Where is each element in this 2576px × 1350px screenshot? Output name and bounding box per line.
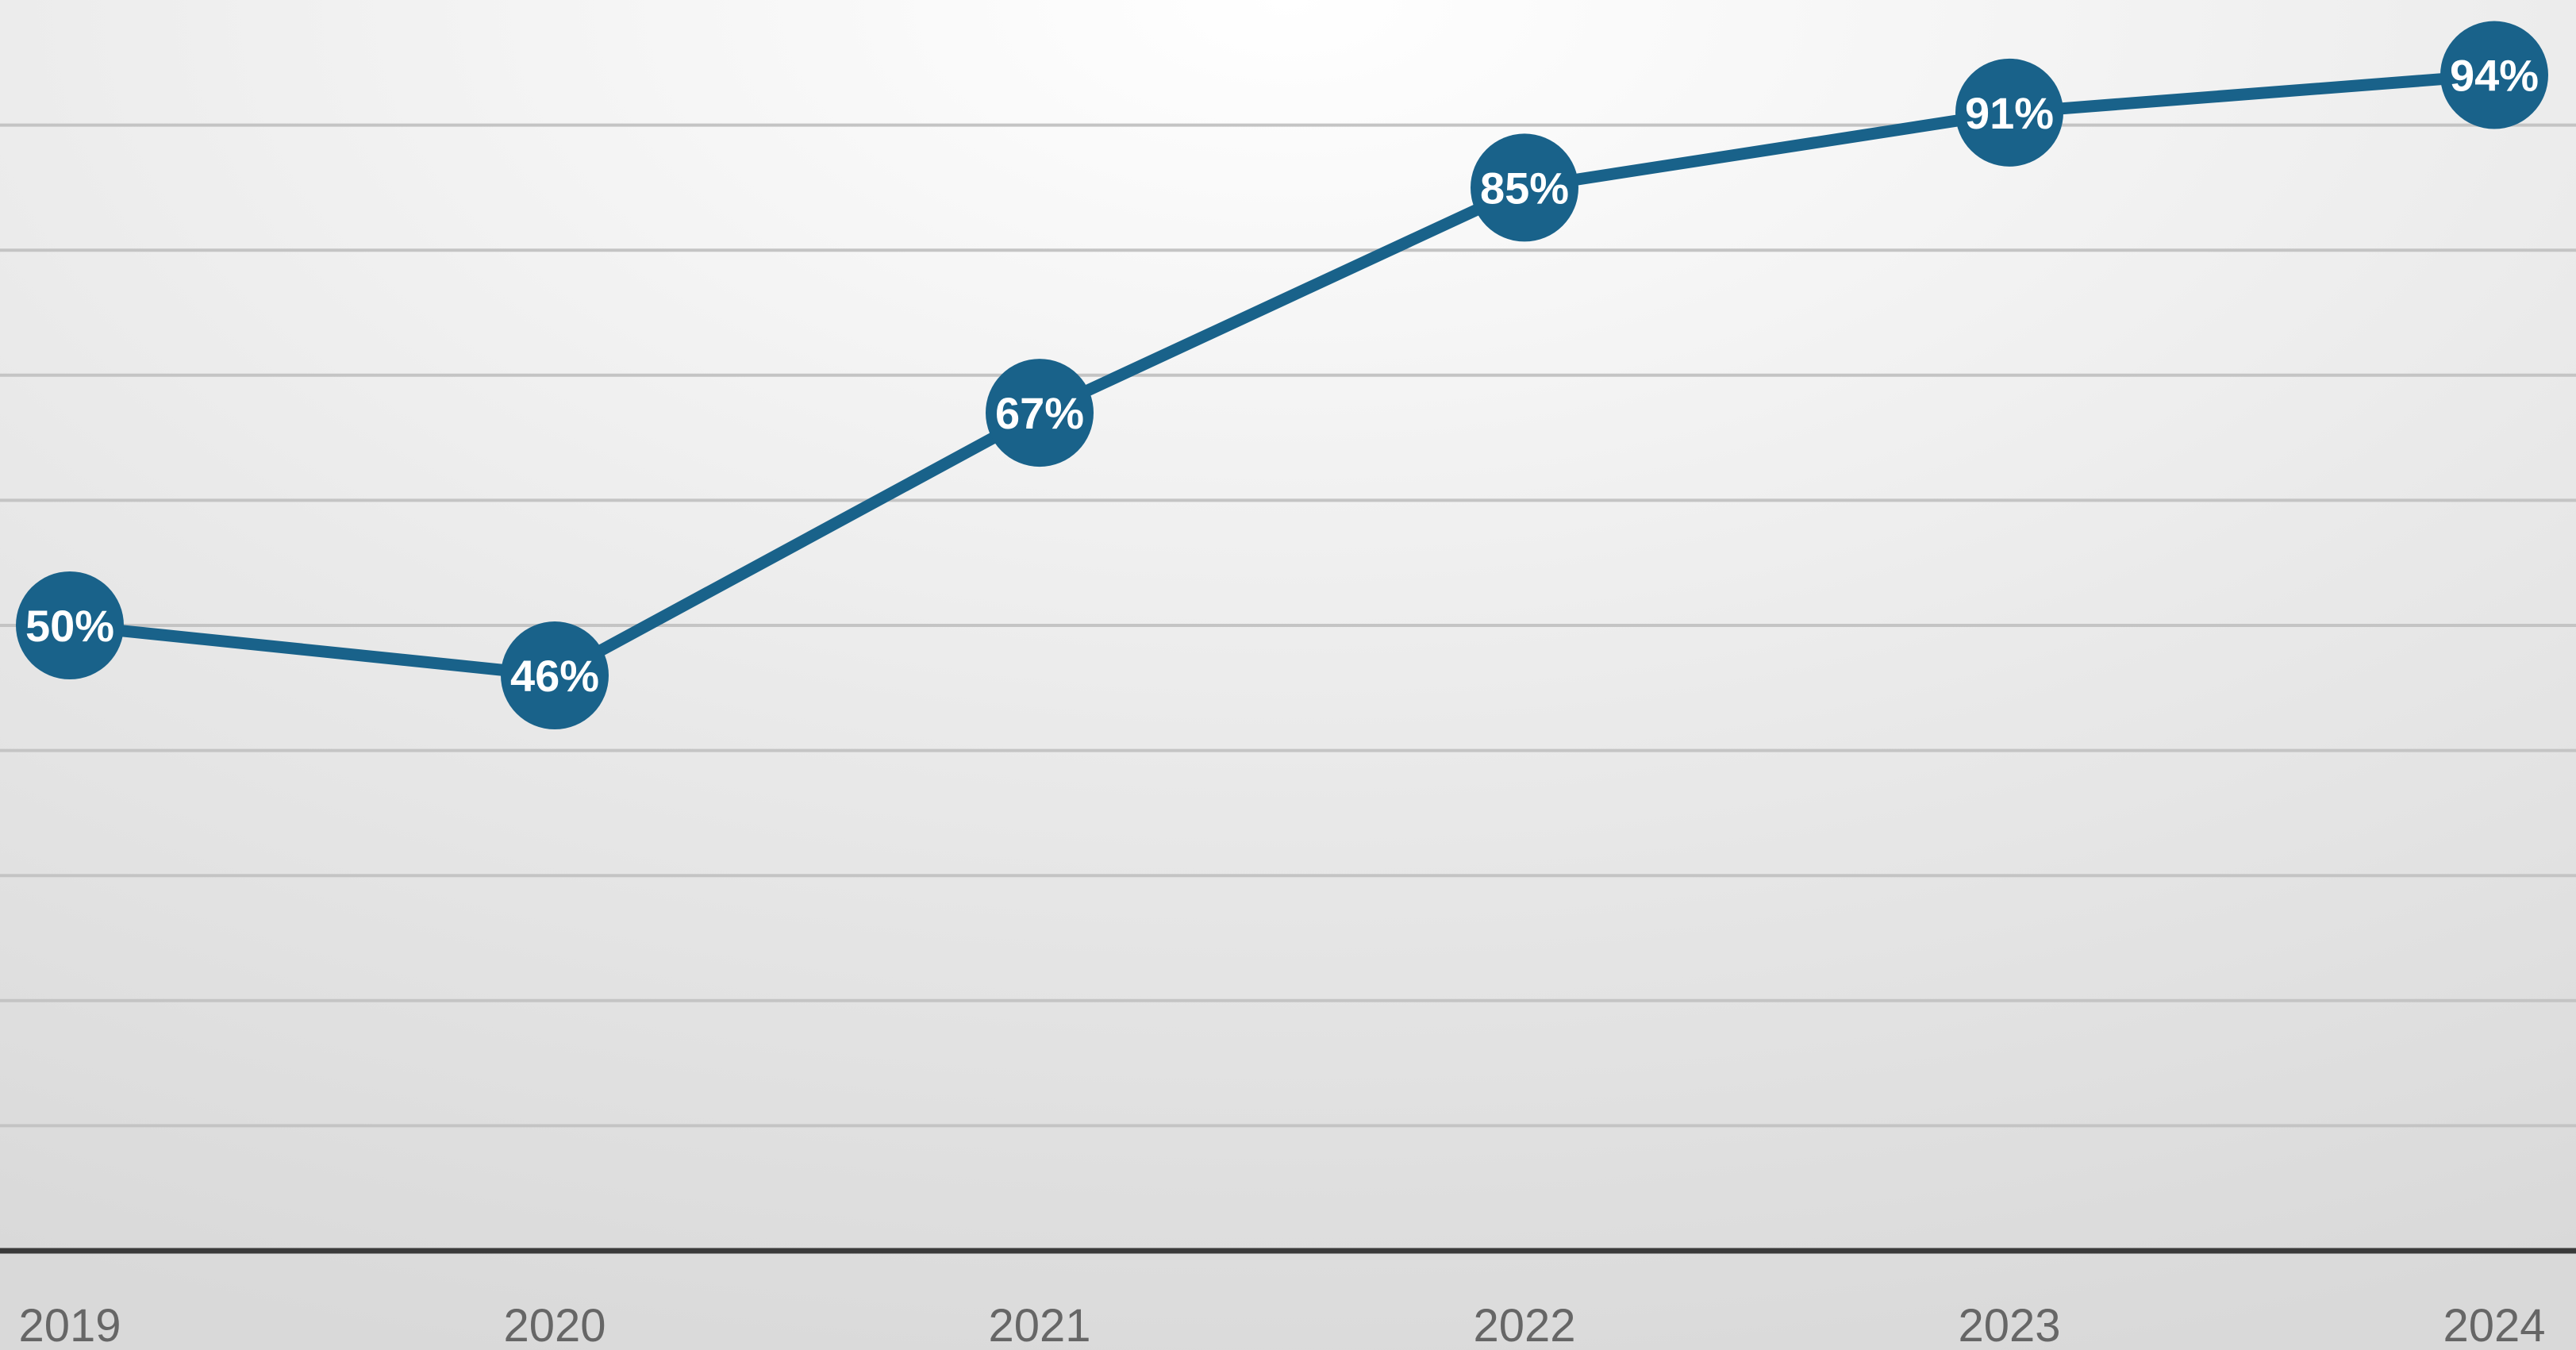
data-label: 91%: [1965, 88, 2054, 138]
data-point-marker: [501, 621, 609, 730]
data-label: 50%: [25, 601, 114, 651]
data-label: 94%: [2450, 51, 2539, 101]
data-point-marker: [1471, 133, 1578, 242]
x-tick-label: 2021: [988, 1300, 1090, 1350]
x-tick-label: 2020: [503, 1300, 606, 1350]
series: 50% 46% 67% 85% 91% 94%: [16, 21, 2548, 730]
data-label: 67%: [995, 388, 1084, 438]
x-tick-label: 2024: [2443, 1300, 2545, 1350]
x-tick-labels: 2019 2020 2021 2022 2023 2024: [18, 1300, 2545, 1350]
data-point-marker: [1955, 58, 2063, 167]
x-tick-label: 2023: [1958, 1300, 2060, 1350]
data-point-marker: [2440, 21, 2548, 129]
gridlines: [0, 123, 2576, 1128]
data-label: 46%: [510, 651, 599, 701]
data-point-marker: [986, 359, 1094, 467]
x-tick-label: 2022: [1473, 1300, 1575, 1350]
x-tick-label: 2019: [18, 1300, 121, 1350]
series-line: [63, 69, 2501, 682]
data-label: 85%: [1480, 163, 1569, 213]
data-point-marker: [16, 571, 124, 679]
